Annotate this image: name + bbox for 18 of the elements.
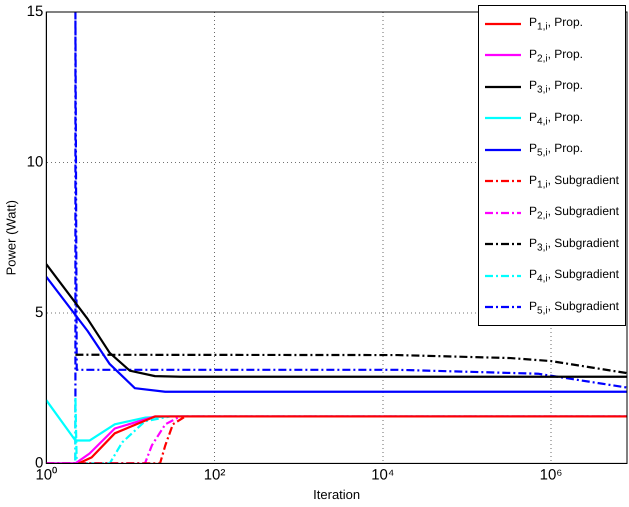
y-tick-label: 5 <box>34 304 44 322</box>
legend-label: P$_{3,i}$, Prop. <box>529 78 583 96</box>
legend-label: P$_{1,i}$, Subgradient <box>529 172 619 190</box>
y-tick-label: 15 <box>26 3 44 20</box>
y-tick-label: 10 <box>26 154 44 171</box>
legend-label: P$_{3,i}$, Subgradient <box>529 236 619 253</box>
y-axis-title: Power (Watt) <box>3 200 18 276</box>
legend-label: P$_{4,i}$, Subgradient <box>529 267 619 284</box>
x-tick-label: 10² <box>204 466 226 484</box>
legend-label: P$_{4,i}$, Prop. <box>529 110 583 127</box>
legend-label: P$_{5,i}$, Prop. <box>529 141 583 158</box>
legend-label: P$_{1,i}$, Prop. <box>529 15 583 32</box>
legend-label: P$_{5,i}$, Subgradient <box>529 298 619 316</box>
legend-label: P$_{2,i}$, Prop. <box>529 46 583 64</box>
x-tick-label: 10⁴ <box>371 466 394 484</box>
x-tick-label: 10⁶ <box>540 466 562 484</box>
x-axis-title: Iteration <box>313 486 360 502</box>
legend-label: P$_{2,i}$, Subgradient <box>529 204 619 222</box>
